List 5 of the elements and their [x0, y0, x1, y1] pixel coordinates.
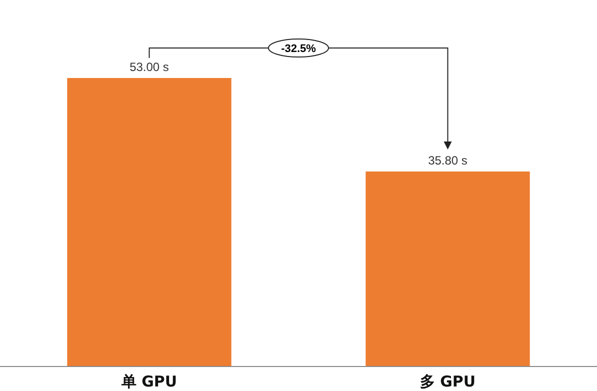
x-tick-label: 单 GPU [120, 372, 178, 390]
data-label: 53.00 s [130, 60, 169, 74]
data-label: 35.80 s [428, 153, 468, 168]
text: -32.5% [281, 43, 316, 55]
x-tick-label: 多 GPU [420, 372, 476, 390]
